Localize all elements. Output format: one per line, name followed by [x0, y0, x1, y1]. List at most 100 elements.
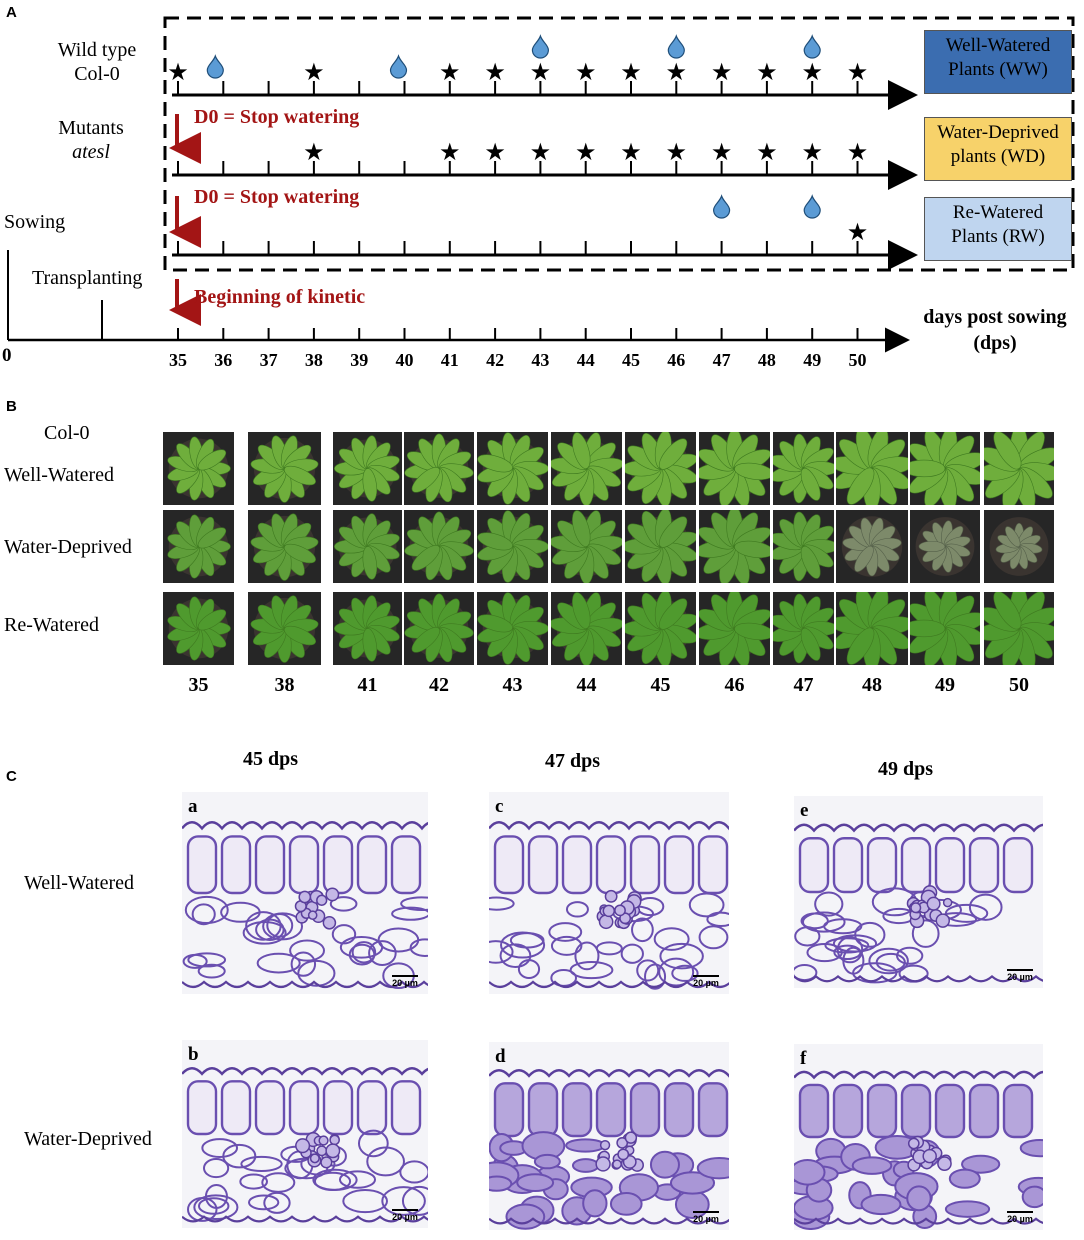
plant-photo — [625, 432, 696, 505]
plant-photo — [910, 510, 980, 583]
transplanting-label: Transplanting — [32, 267, 143, 289]
panel-a-letter: A — [6, 4, 17, 21]
plant-photo — [551, 432, 622, 505]
mutants-line2: atesl — [72, 141, 110, 163]
wild-type-line2: Col-0 — [74, 63, 120, 85]
plant-photo — [333, 592, 402, 665]
dps-axis-label-line1: days post sowing — [923, 306, 1067, 328]
water-drop-icon — [712, 194, 731, 219]
plant-day-label: 47 — [793, 674, 814, 696]
micrograph-letter: b — [188, 1044, 199, 1065]
wild-type-label: Wild type Col-0 — [52, 38, 142, 86]
re-watered-box-line2: Plants (RW) — [951, 226, 1045, 247]
panel-b-row-rw: Re-Watered — [4, 614, 99, 636]
plant-day-label: 41 — [357, 674, 378, 696]
scale-bar: 20 µm — [693, 1211, 719, 1224]
plant-photo — [477, 432, 548, 505]
col-45dps: 45 dps — [243, 748, 299, 770]
plant-day-label: 44 — [576, 674, 597, 696]
plant-day-label: 50 — [1009, 674, 1029, 696]
scale-bar-line — [1007, 969, 1033, 971]
plant-photo — [699, 592, 770, 665]
plant-photo — [248, 432, 321, 505]
water-drop-icon — [531, 34, 550, 59]
col-47dps: 47 dps — [545, 750, 601, 772]
sampling-star-icon: ★ — [666, 138, 688, 166]
plant-photo — [699, 510, 770, 583]
sampling-star-icon: ★ — [801, 58, 823, 86]
panel-c-row-ww: Well-Watered — [24, 872, 135, 894]
dashed-enclosure — [163, 16, 1075, 272]
scale-bar: 20 µm — [392, 1209, 418, 1222]
water-deprived-box-line2: plants (WD) — [950, 146, 1046, 167]
sampling-star-icon: ★ — [756, 58, 778, 86]
well-watered-box-line1: Well-Watered — [945, 35, 1051, 56]
dps-axis-label-line2: (dps) — [973, 332, 1017, 354]
day-tick-label: 42 — [486, 350, 505, 370]
plant-day-label: 45 — [650, 674, 671, 696]
day-tick-label: 38 — [304, 350, 323, 370]
micrograph-letter: c — [495, 796, 504, 817]
wild-type-line1: Wild type — [57, 39, 137, 61]
scale-bar: 20 µm — [693, 975, 719, 988]
scale-bar-line — [693, 975, 719, 977]
sampling-star-icon: ★ — [167, 58, 189, 86]
leaf-section-micrograph: c 20 µm — [489, 792, 729, 994]
day-tick-label: 43 — [531, 350, 550, 370]
sampling-star-icon: ★ — [756, 138, 778, 166]
water-drop-icon — [206, 54, 224, 79]
day-tick-label: 49 — [803, 350, 822, 370]
plant-photo — [404, 432, 474, 505]
plant-photo — [773, 432, 834, 505]
plant-photo — [910, 432, 980, 505]
day-tick-label: 36 — [214, 350, 233, 370]
plant-photo — [984, 432, 1054, 505]
timeline-diagram: ★ ★ ★ ★ ★ ★ ★ ★ ★ ★ ★ ★ ★ ★ ★ ★ ★ ★ ★ ★ ★ ★ ★ ★ — [7, 16, 1075, 353]
sampling-star-icon: ★ — [847, 218, 869, 246]
beginning-label: Beginning of kinetic — [194, 286, 366, 308]
sampling-star-icon: ★ — [711, 138, 733, 166]
sampling-star-icon: ★ — [484, 58, 506, 86]
plant-photo — [333, 432, 402, 505]
water-drop-icon — [803, 34, 821, 59]
scale-bar-line — [392, 975, 418, 977]
plant-day-label: 49 — [935, 674, 955, 696]
well-watered-box: Well-Watered Plants (WW) — [924, 30, 1072, 94]
plant-photo — [404, 510, 474, 583]
scale-bar-label: 20 µm — [693, 1214, 719, 1224]
scale-bar-label: 20 µm — [1007, 1214, 1033, 1224]
scale-bar: 20 µm — [1007, 969, 1033, 982]
plant-photo — [836, 592, 908, 665]
water-drop-icon — [389, 54, 408, 79]
plant-day-label: 46 — [724, 674, 745, 696]
scale-bar-line — [693, 1211, 719, 1213]
plant-photo — [984, 592, 1054, 665]
plant-photo — [477, 510, 548, 583]
col-49dps: 49 dps — [878, 758, 934, 780]
sampling-star-icon: ★ — [303, 138, 325, 166]
mutants-line1: Mutants — [58, 117, 124, 139]
scale-bar-line — [1007, 1211, 1033, 1213]
sampling-star-icon: ★ — [530, 138, 552, 166]
stop-watering-label-rw: D0 = Stop watering — [194, 186, 360, 208]
plant-photo — [836, 432, 908, 505]
sampling-star-icon: ★ — [530, 58, 552, 86]
micrograph-letter: e — [800, 800, 809, 821]
sampling-star-icon: ★ — [439, 138, 461, 166]
sampling-star-icon: ★ — [620, 58, 642, 86]
dps-axis-label: days post sowing (dps) — [912, 304, 1078, 356]
sampling-star-icon: ★ — [575, 58, 597, 86]
plant-photo — [248, 592, 321, 665]
plant-photo — [333, 510, 402, 583]
plant-day-label: 43 — [502, 674, 523, 696]
plant-photo — [625, 510, 696, 583]
sampling-star-icon: ★ — [303, 58, 325, 86]
plant-day-label: 48 — [862, 674, 882, 696]
plant-day-label: 38 — [274, 674, 295, 696]
mutants-label: Mutants atesl — [46, 116, 136, 164]
panel-b-row-ww: Well-Watered — [4, 464, 115, 486]
scale-bar: 20 µm — [1007, 1211, 1033, 1224]
leaf-section-micrograph: f 20 µm — [794, 1044, 1043, 1230]
plant-photo — [773, 592, 834, 665]
leaf-section-micrograph: b 20 µm — [182, 1040, 428, 1228]
